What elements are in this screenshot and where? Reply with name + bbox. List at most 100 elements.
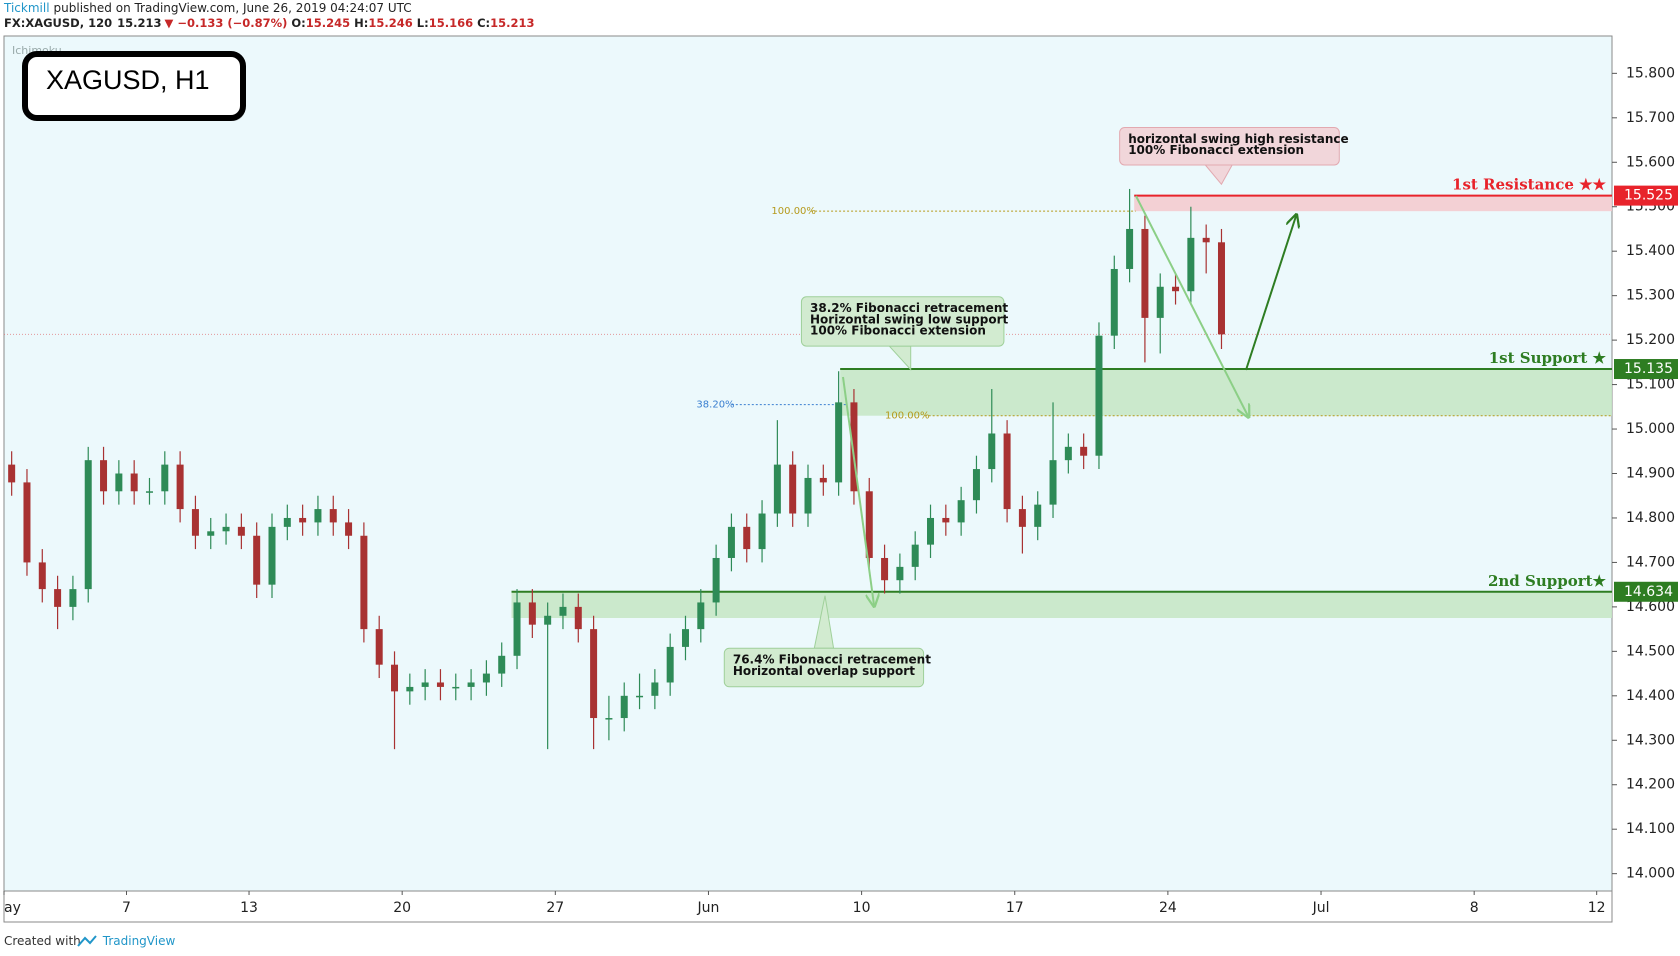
- ohlc-label: O:: [291, 16, 305, 30]
- candle-body: [253, 535, 261, 585]
- level-zone: [511, 591, 1613, 619]
- y-tick-label: 15.000: [1626, 421, 1675, 437]
- candle-body: [819, 477, 827, 483]
- candle-body: [590, 629, 598, 719]
- candle-body: [911, 544, 919, 567]
- symbol-line: FX:XAGUSD, 120 15.213 ▼ −0.133 (−0.87%) O:1…: [4, 16, 535, 30]
- candle-body: [391, 664, 399, 692]
- candle-body: [345, 522, 353, 536]
- annotation-text: 38.2% Fibonacci retracement: [810, 301, 1008, 315]
- candle-body: [1172, 286, 1180, 292]
- annotation-text: 76.4% Fibonacci retracement: [733, 653, 931, 667]
- annotation-box: [1119, 127, 1340, 166]
- candle-body: [375, 629, 383, 665]
- candle-body: [1187, 237, 1195, 292]
- x-tick-label: 12: [1588, 900, 1606, 916]
- y-tick-label: 14.900: [1626, 466, 1675, 482]
- y-tick-label: 15.700: [1626, 110, 1675, 126]
- candle-body: [283, 517, 291, 527]
- y-tick-label: 14.700: [1626, 554, 1675, 570]
- candle-body: [574, 606, 582, 630]
- candle-body: [605, 718, 613, 720]
- candle-body: [620, 695, 628, 719]
- candle-body: [972, 469, 980, 501]
- ohlc-label: L:: [417, 16, 429, 30]
- y-tick-label: 15.600: [1626, 154, 1675, 170]
- y-tick-label: 15.400: [1626, 243, 1675, 259]
- candle-body: [498, 655, 506, 674]
- candle-body: [38, 562, 46, 590]
- annotation-text: 100% Fibonacci extension: [1128, 143, 1304, 157]
- candle-body: [789, 464, 797, 514]
- candle-body: [1034, 504, 1042, 527]
- candle-body: [513, 602, 521, 656]
- price-badge-label: 15.525: [1624, 188, 1673, 204]
- y-tick-label: 15.100: [1626, 377, 1675, 393]
- candle-body: [850, 402, 858, 492]
- candle-body: [406, 686, 414, 692]
- candle-body: [666, 646, 674, 683]
- ohlc-value: 15.246: [368, 16, 412, 30]
- level-zone: [1134, 195, 1612, 212]
- x-tick-label: 20: [393, 900, 411, 916]
- y-tick-label: 15.200: [1626, 332, 1675, 348]
- change: ▼ −0.133 (−0.87%): [164, 16, 287, 30]
- annotation-text: 100% Fibonacci extension: [810, 324, 986, 338]
- candle-body: [1003, 433, 1011, 510]
- candle-body: [145, 491, 153, 493]
- y-tick-label: 14.100: [1626, 821, 1675, 837]
- arrow: [842, 376, 874, 605]
- candle-body: [1110, 268, 1118, 336]
- author: Tickmill: [3, 1, 50, 15]
- y-tick-label: 14.800: [1626, 510, 1675, 526]
- y-tick-label: 14.400: [1626, 688, 1675, 704]
- plot-area: [3, 35, 1613, 892]
- level-name: 1st Resistance ★★: [1452, 176, 1607, 194]
- candle-body: [299, 517, 307, 523]
- footer-created: Created with: [4, 934, 81, 948]
- time-axis: [3, 890, 1613, 923]
- candle-body: [1018, 509, 1026, 527]
- footer-brand: TradingView: [102, 934, 176, 948]
- x-tick-label: 8: [1470, 900, 1479, 916]
- y-tick-label: 14.200: [1626, 777, 1675, 793]
- x-tick-label: 10: [853, 900, 871, 916]
- candle-body: [865, 491, 873, 558]
- fib-label: 38.20%: [696, 400, 734, 411]
- price-badge: [1614, 359, 1678, 380]
- marks: 14.000 14.100 14.200 14.300 14.400 14.500 14.6…: [3, 65, 1678, 916]
- candle-body: [54, 589, 62, 607]
- candle-body: [1080, 446, 1088, 456]
- candle-body: [896, 566, 904, 581]
- candle-body: [835, 402, 843, 483]
- x-tick-label: 13: [240, 900, 258, 916]
- ohlc-label: C:: [477, 16, 490, 30]
- x-tick-label: Jul: [1312, 900, 1330, 916]
- candle-body: [1095, 335, 1103, 456]
- candle-body: [544, 615, 552, 625]
- published: published on TradingView.com, June 26, 2…: [54, 1, 412, 15]
- level-name: 2nd Support★: [1488, 572, 1607, 590]
- price-badge-label: 15.135: [1624, 361, 1673, 377]
- candle-body: [1217, 242, 1225, 335]
- candle-body: [942, 517, 950, 523]
- candle-body: [881, 557, 889, 581]
- candle-body: [314, 509, 322, 523]
- publish-line: Tickmill published on TradingView.com, Ju…: [3, 1, 412, 15]
- candle-body: [467, 682, 475, 687]
- candle-body: [927, 517, 935, 545]
- candle-body: [651, 682, 659, 696]
- annotation-box: [723, 647, 925, 688]
- candle-body: [23, 482, 31, 563]
- x-tick-label: Jun: [697, 900, 720, 916]
- y-tick-label: 14.500: [1626, 643, 1675, 659]
- candle-body: [329, 509, 337, 523]
- title-frame: [22, 51, 246, 121]
- annotation-text: Horizontal swing low support: [810, 312, 1009, 326]
- candle-body: [758, 513, 766, 550]
- ohlc-value: 15.213: [490, 16, 534, 30]
- candle-body: [1141, 228, 1149, 318]
- x-tick-label: 7: [122, 900, 131, 916]
- candle-body: [421, 682, 429, 687]
- y-tick-label: 14.600: [1626, 599, 1675, 615]
